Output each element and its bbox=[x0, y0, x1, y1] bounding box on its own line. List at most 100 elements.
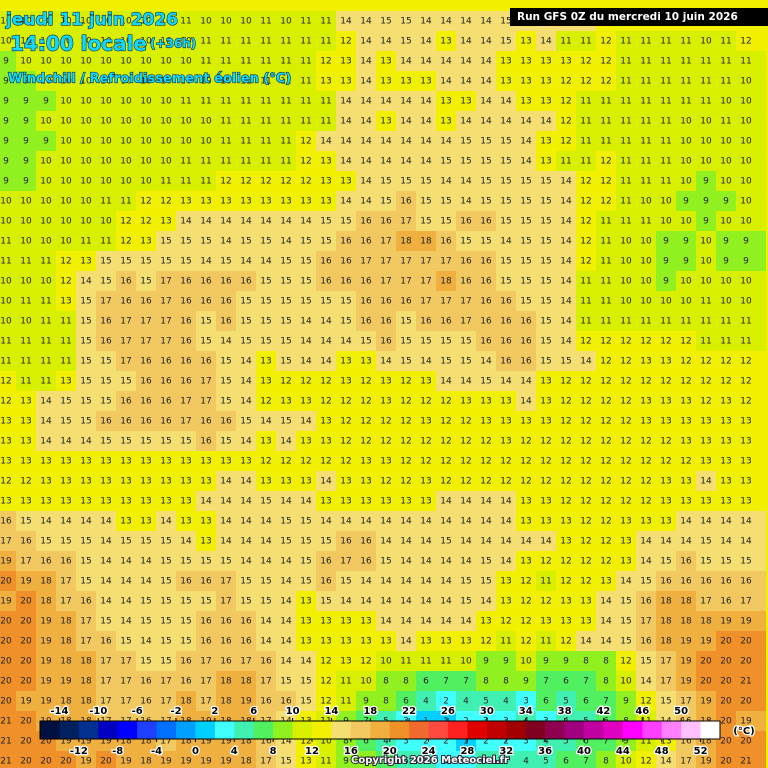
grid-value: 11 bbox=[680, 317, 691, 327]
field-cell bbox=[56, 31, 76, 51]
grid-value: 14 bbox=[240, 477, 252, 487]
colorbar-label: 14 bbox=[324, 706, 338, 717]
grid-value: 20 bbox=[720, 757, 732, 767]
grid-value: 10 bbox=[40, 117, 52, 127]
grid-value: 12 bbox=[340, 457, 351, 467]
grid-value: 16 bbox=[180, 577, 192, 587]
grid-value: 10 bbox=[740, 177, 752, 187]
colorbar-cell bbox=[292, 721, 313, 739]
grid-value: 15 bbox=[300, 537, 311, 547]
grid-value: 13 bbox=[740, 457, 751, 467]
field-cell bbox=[176, 11, 196, 31]
grid-value: 18 bbox=[80, 657, 92, 667]
field-cell bbox=[56, 131, 76, 151]
grid-value: 14 bbox=[420, 357, 432, 367]
grid-value: 11 bbox=[260, 157, 271, 167]
grid-value: 20 bbox=[20, 677, 32, 687]
field-cell bbox=[0, 51, 16, 71]
grid-value: 12 bbox=[620, 377, 631, 387]
grid-value: 15 bbox=[480, 237, 491, 247]
field-cell bbox=[636, 51, 656, 71]
grid-value: 15 bbox=[200, 597, 211, 607]
grid-value: 16 bbox=[420, 317, 432, 327]
grid-value: 14 bbox=[560, 197, 572, 207]
grid-value: 21 bbox=[0, 737, 11, 747]
grid-value: 10 bbox=[120, 137, 132, 147]
grid-value: 10 bbox=[60, 177, 72, 187]
field-cell bbox=[636, 91, 656, 111]
grid-value: 11 bbox=[200, 57, 211, 67]
grid-value: 16 bbox=[640, 637, 652, 647]
grid-value: 14 bbox=[560, 317, 572, 327]
grid-value: 15 bbox=[80, 557, 91, 567]
grid-value: 14 bbox=[380, 37, 392, 47]
field-cell bbox=[416, 11, 436, 31]
grid-value: 12 bbox=[600, 37, 611, 47]
field-cell bbox=[156, 51, 176, 71]
grid-value: 13 bbox=[480, 417, 491, 427]
grid-value: 14 bbox=[440, 597, 452, 607]
grid-value: 13 bbox=[260, 377, 271, 387]
grid-value: 12 bbox=[580, 477, 591, 487]
field-cell bbox=[96, 151, 116, 171]
field-cell bbox=[436, 51, 456, 71]
grid-value: 13 bbox=[740, 417, 751, 427]
field-cell bbox=[336, 111, 356, 131]
grid-value: 10 bbox=[620, 677, 632, 687]
colorbar-cell bbox=[253, 721, 274, 739]
field-cell bbox=[116, 11, 136, 31]
grid-value: 13 bbox=[300, 757, 311, 767]
grid-value: 15 bbox=[500, 137, 511, 147]
grid-value: 14 bbox=[560, 177, 572, 187]
field-cell bbox=[736, 111, 766, 131]
grid-value: 16 bbox=[460, 217, 472, 227]
grid-value: 13 bbox=[440, 117, 451, 127]
grid-value: 13 bbox=[280, 477, 291, 487]
field-cell bbox=[236, 71, 256, 91]
grid-value: 15 bbox=[100, 357, 111, 367]
grid-value: 15 bbox=[220, 437, 231, 447]
field-cell bbox=[316, 151, 336, 171]
grid-value: 11 bbox=[200, 177, 211, 187]
field-cell bbox=[336, 131, 356, 151]
colorbar-cell bbox=[273, 721, 294, 739]
grid-value: 11 bbox=[60, 357, 71, 367]
grid-value: 16 bbox=[180, 337, 192, 347]
grid-value: 14 bbox=[320, 357, 332, 367]
grid-value: 15 bbox=[180, 557, 191, 567]
grid-value: 16 bbox=[720, 597, 732, 607]
field-cell bbox=[496, 31, 516, 51]
grid-value: 10 bbox=[100, 177, 112, 187]
grid-value: 15 bbox=[320, 217, 331, 227]
grid-value: 11 bbox=[640, 137, 651, 147]
grid-value: 15 bbox=[80, 377, 91, 387]
grid-value: 11 bbox=[180, 157, 191, 167]
grid-value: 11 bbox=[340, 677, 351, 687]
grid-value: 16 bbox=[200, 617, 212, 627]
grid-value: 16 bbox=[360, 317, 372, 327]
grid-value: 11 bbox=[660, 137, 671, 147]
grid-value: 13 bbox=[200, 537, 211, 547]
grid-value: 11 bbox=[240, 157, 251, 167]
grid-value: 15 bbox=[160, 557, 171, 567]
grid-value: 10 bbox=[120, 177, 132, 187]
grid-value: 12 bbox=[340, 417, 351, 427]
grid-value: 20 bbox=[700, 677, 712, 687]
field-cell bbox=[16, 91, 36, 111]
grid-value: 12 bbox=[620, 457, 631, 467]
grid-value: 13 bbox=[280, 197, 291, 207]
grid-value: 12 bbox=[600, 77, 611, 87]
grid-value: 13 bbox=[720, 417, 731, 427]
grid-value: 14 bbox=[140, 577, 152, 587]
grid-value: 12 bbox=[640, 697, 651, 707]
grid-value: 10 bbox=[80, 57, 92, 67]
colorbar-cell bbox=[564, 721, 585, 739]
grid-value: 13 bbox=[100, 497, 111, 507]
grid-value: 15 bbox=[280, 297, 291, 307]
grid-value: 20 bbox=[0, 697, 12, 707]
grid-value: 13 bbox=[660, 397, 671, 407]
grid-value: 13 bbox=[520, 557, 531, 567]
grid-value: 13 bbox=[640, 397, 651, 407]
grid-value: 18 bbox=[400, 237, 412, 247]
grid-value: 10 bbox=[0, 277, 12, 287]
